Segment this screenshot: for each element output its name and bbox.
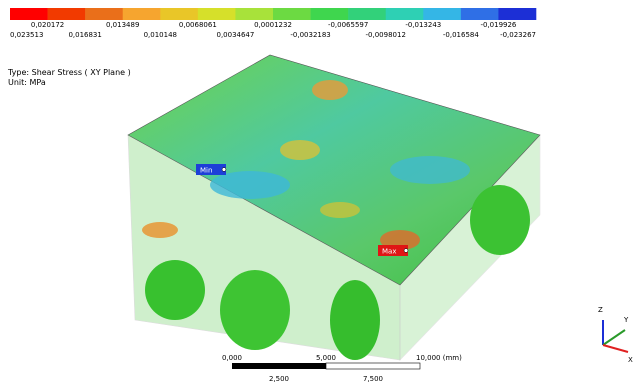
- probe-label: Max: [382, 248, 396, 256]
- legend-swatch: [48, 8, 86, 20]
- legend-swatch: [235, 8, 273, 20]
- legend-label: -0,0065597: [328, 21, 368, 29]
- model: [128, 55, 540, 360]
- scene: 0,020172 0,013489 0,0068061 0,0001232 -0,006…: [0, 0, 636, 389]
- legend-swatch: [160, 8, 198, 20]
- legend-swatch: [123, 8, 161, 20]
- probe-label: Min: [200, 167, 212, 175]
- legend-label: -0,0032183: [290, 31, 330, 39]
- scale-label: 5,000: [316, 354, 336, 362]
- probe-point: [404, 249, 408, 253]
- scale-label: 2,500: [269, 375, 289, 383]
- legend-label: 0,010148: [144, 31, 177, 39]
- legend-swatch: [10, 8, 48, 20]
- legend-swatch: [311, 8, 349, 20]
- legend-label: 0,0001232: [254, 21, 292, 29]
- legend-swatch: [198, 8, 236, 20]
- legend-label: -0,016584: [443, 31, 479, 39]
- scale-label: 7,500: [363, 375, 383, 383]
- probe-point: [222, 168, 226, 172]
- legend-label: -0,023267: [500, 31, 536, 39]
- legend-swatch: [273, 8, 311, 20]
- legend-swatch: [386, 8, 424, 20]
- legend-swatch: [461, 8, 499, 20]
- scale-label: 10,000 (mm): [416, 354, 462, 362]
- legend-label: 0,023513: [10, 31, 43, 39]
- legend-label: 0,0034647: [216, 31, 254, 39]
- legend-swatch: [85, 8, 123, 20]
- axis-label: Y: [623, 316, 629, 324]
- legend-swatch: [348, 8, 386, 20]
- legend-label: 0,020172: [31, 21, 64, 29]
- triad: [603, 320, 628, 352]
- legend-label: 0,016831: [68, 31, 101, 39]
- scale-bar: [326, 363, 420, 369]
- legend-label: -0,013243: [405, 21, 441, 29]
- viewport: 0,020172 0,013489 0,0068061 0,0001232 -0,006…: [0, 0, 636, 389]
- legend-label: -0,019926: [480, 21, 516, 29]
- result-type: Type: Shear Stress ( XY Plane ): [7, 68, 131, 77]
- legend-label: 0,0068061: [179, 21, 217, 29]
- legend-swatch: [498, 8, 536, 20]
- result-unit: Unit: MPa: [8, 78, 46, 87]
- axis-label: Z: [598, 306, 603, 314]
- legend-label: 0,013489: [106, 21, 139, 29]
- legend-swatch: [423, 8, 461, 20]
- axis-label: X: [628, 356, 633, 364]
- legend-label: -0,0098012: [366, 31, 406, 39]
- scale-label: 0,000: [222, 354, 242, 362]
- scale-bar: [232, 363, 326, 369]
